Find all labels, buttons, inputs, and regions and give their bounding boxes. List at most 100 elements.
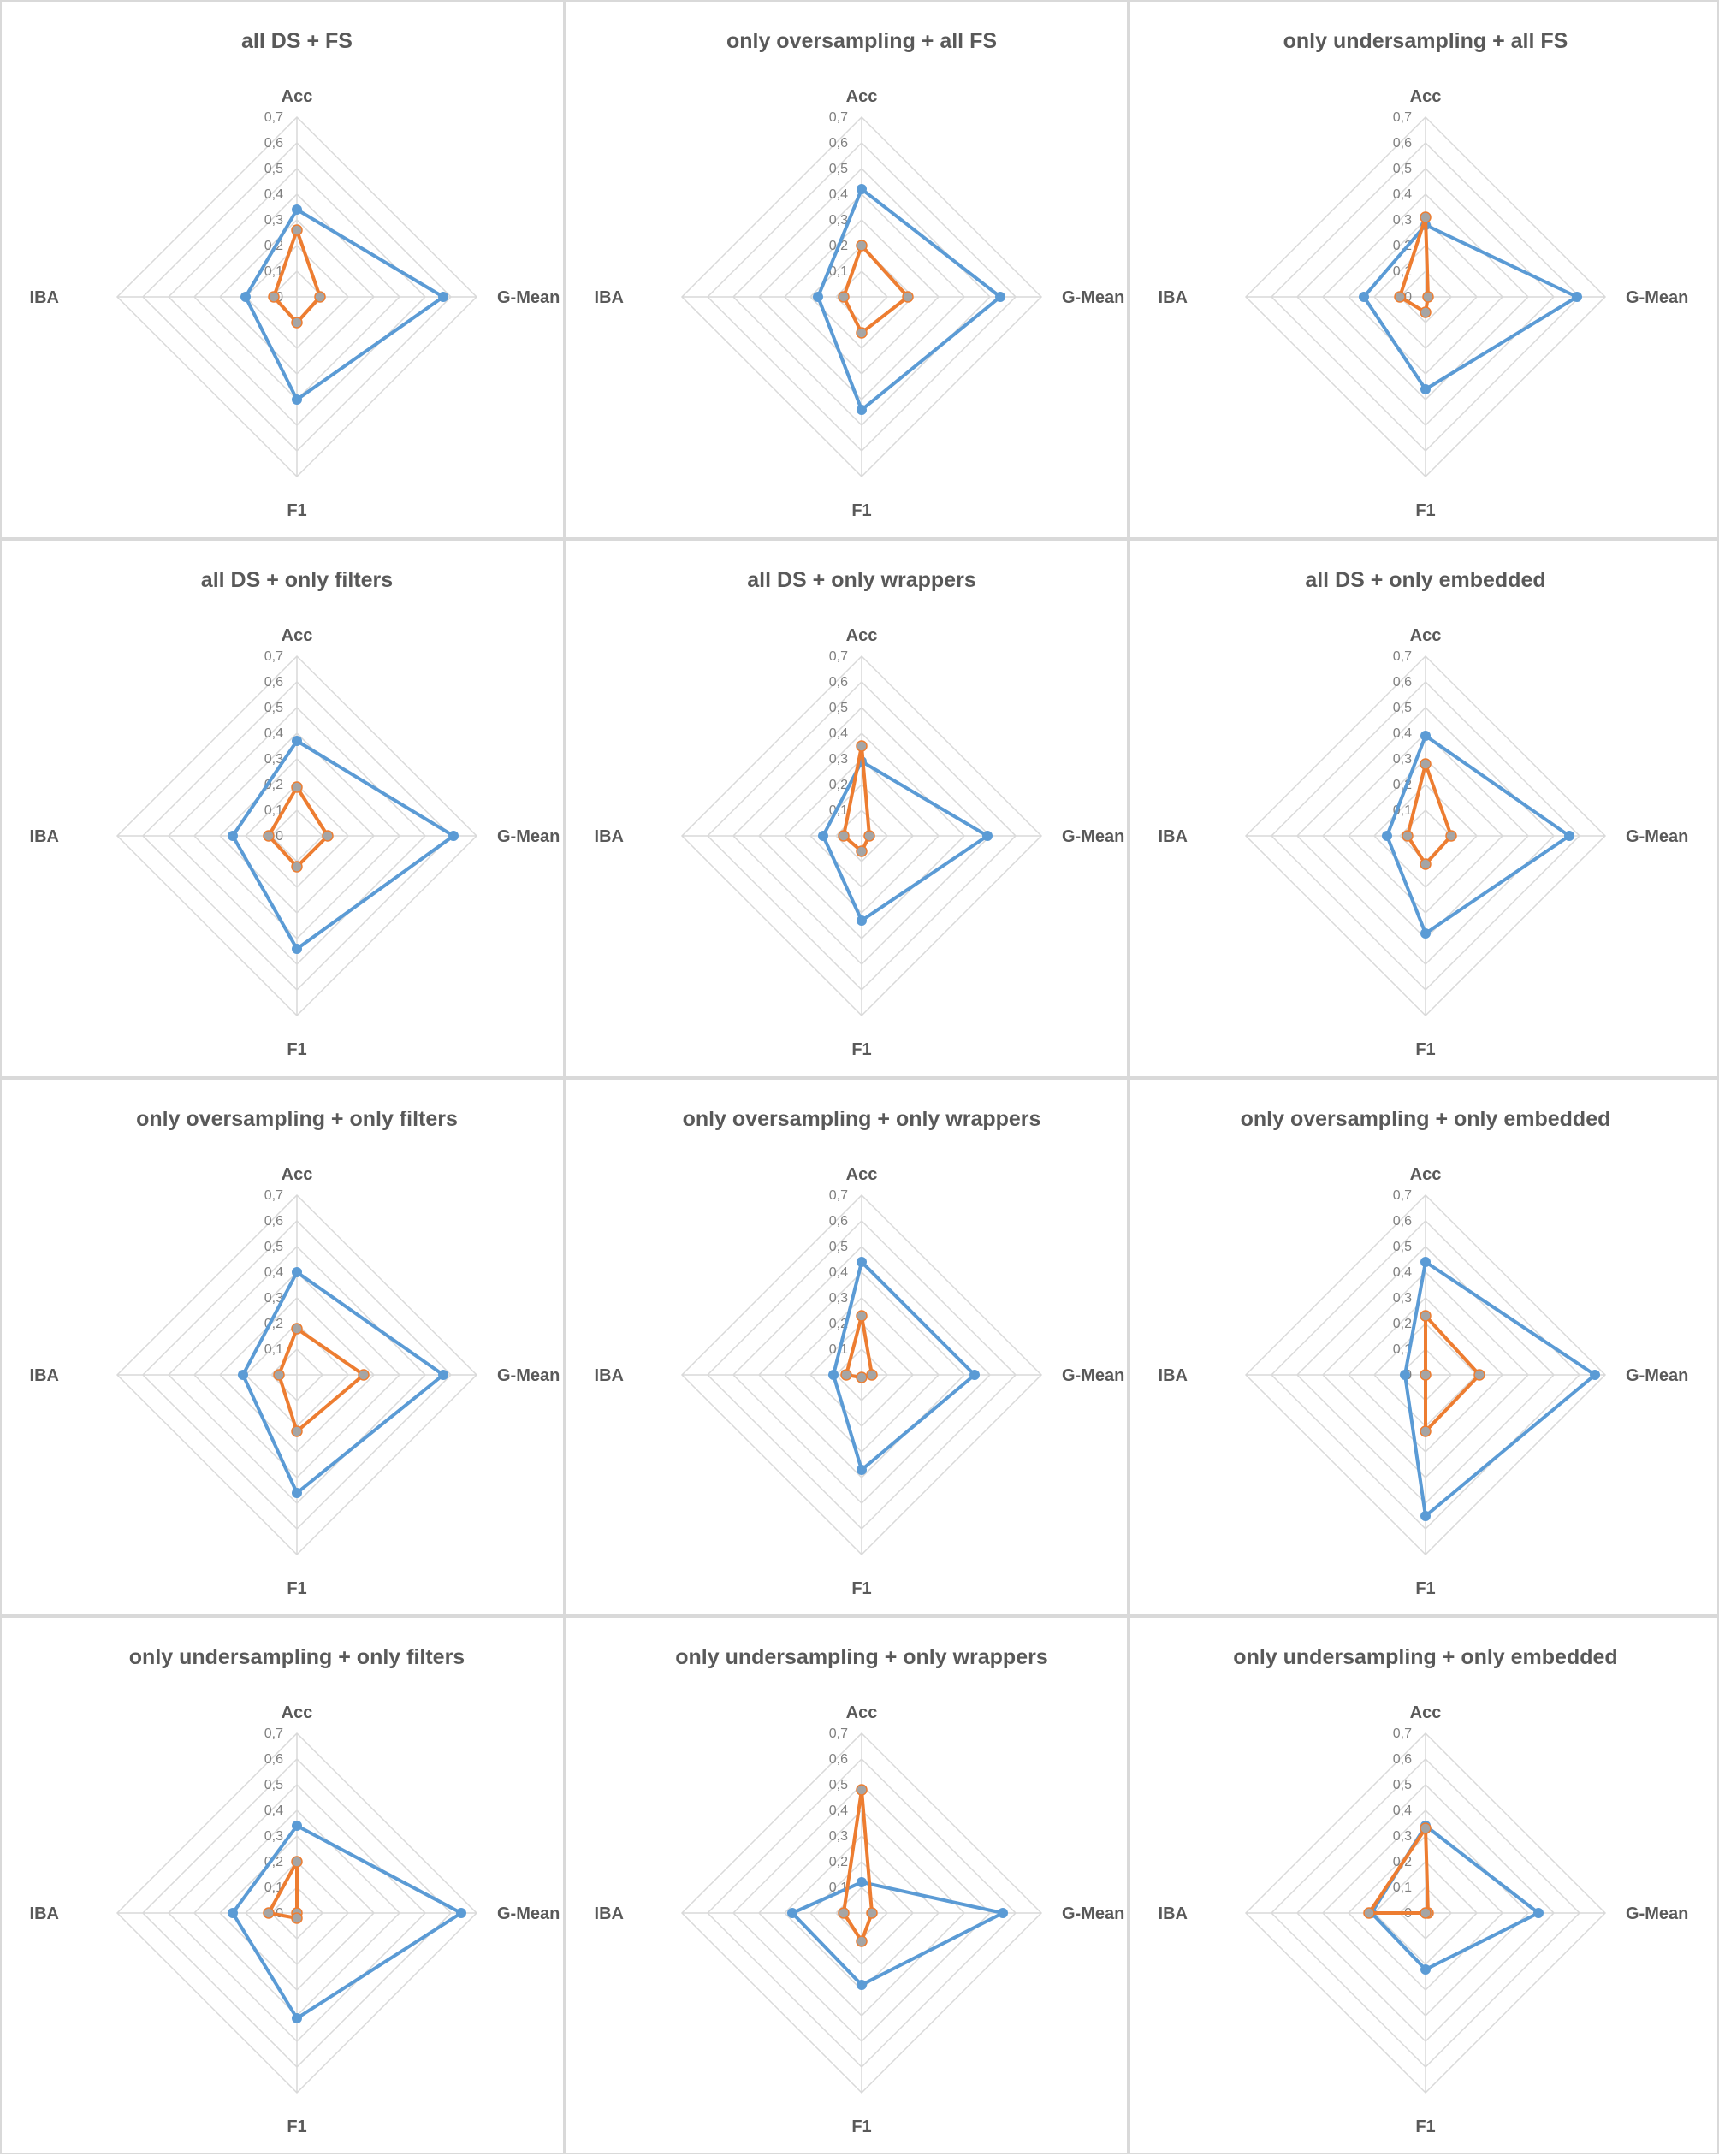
radar-chart-svg: only undersampling + all FS00,10,20,30,4… <box>1159 29 1689 520</box>
chart-title: only oversampling + all FS <box>726 29 997 53</box>
tick-label: 0,4 <box>829 1804 848 1818</box>
tick-label: 0,7 <box>1393 649 1412 664</box>
axis-label-f1: F1 <box>287 1579 306 1598</box>
tick-label: 0,6 <box>264 675 283 690</box>
radar-panel: only undersampling + only wrappers00,10,… <box>565 1616 1129 2154</box>
tick-label: 0,6 <box>1393 1752 1412 1767</box>
axis-label-acc: Acc <box>282 626 313 645</box>
tick-label: 0,6 <box>264 1214 283 1229</box>
radar-chart-svg: only undersampling + only filters00,10,2… <box>30 1645 560 2136</box>
tick-label: 0,2 <box>1393 1317 1412 1331</box>
tick-label: 0,5 <box>264 1778 283 1792</box>
axis-label-g-mean: G-Mean <box>1626 288 1688 307</box>
tick-label: 0,2 <box>829 1855 848 1869</box>
data-point-orange-g-mean <box>1422 291 1434 303</box>
axis-label-iba: IBA <box>1159 288 1188 307</box>
axis-label-iba: IBA <box>595 827 624 846</box>
axis-label-iba: IBA <box>1159 1366 1188 1385</box>
axis-label-acc: Acc <box>846 1703 878 1722</box>
radar-chart-svg: only oversampling + only embedded00,10,2… <box>1159 1107 1689 1598</box>
tick-label: 0,1 <box>264 264 283 279</box>
data-point-orange-f1 <box>291 1912 303 1924</box>
data-point-orange-f1 <box>291 1425 303 1437</box>
data-point-orange-acc <box>291 224 303 236</box>
data-point-blue-iba <box>228 1908 238 1918</box>
data-point-blue-iba <box>240 292 251 302</box>
axis-label-g-mean: G-Mean <box>1626 827 1688 846</box>
data-point-blue-f1 <box>1420 1964 1431 1975</box>
tick-label: 0,6 <box>264 1752 283 1767</box>
tick-label: 0,5 <box>1393 1778 1412 1792</box>
data-point-orange-acc <box>1420 1822 1432 1834</box>
data-point-blue-acc <box>857 1877 867 1887</box>
axis-label-acc: Acc <box>282 87 313 106</box>
axis-label-g-mean: G-Mean <box>1062 827 1124 846</box>
tick-label: 0,4 <box>1393 1265 1412 1280</box>
tick-label: 0,6 <box>829 1752 848 1767</box>
tick-label: 0,2 <box>829 1317 848 1331</box>
data-point-blue-acc <box>292 736 302 746</box>
tick-label: 0,3 <box>829 752 848 767</box>
data-point-blue-g-mean <box>438 292 448 302</box>
radar-chart-svg: all DS + only embedded00,10,20,30,40,50,… <box>1159 568 1689 1059</box>
tick-label: 0,5 <box>264 701 283 715</box>
tick-label: 0,7 <box>1393 110 1412 125</box>
tick-label: 0,1 <box>1393 1881 1412 1895</box>
data-point-orange-f1 <box>856 1935 868 1947</box>
radar-panel: all DS + FS00,10,20,30,40,50,60,7AccG-Me… <box>0 0 565 539</box>
tick-label: 0,4 <box>1393 726 1412 741</box>
axis-label-f1: F1 <box>851 2118 871 2136</box>
axis-label-g-mean: G-Mean <box>1626 1366 1688 1385</box>
data-point-orange-iba <box>268 291 280 303</box>
axis-label-acc: Acc <box>1410 626 1442 645</box>
axis-label-acc: Acc <box>1410 1165 1442 1184</box>
series-line-orange <box>1424 1314 1481 1433</box>
data-point-orange-acc <box>291 781 303 793</box>
tick-label: 0,5 <box>829 701 848 715</box>
data-point-blue-iba <box>818 831 828 841</box>
tick-label: 0,4 <box>264 1804 283 1818</box>
chart-title: only oversampling + only wrappers <box>683 1107 1041 1131</box>
tick-label: 0,5 <box>829 1778 848 1792</box>
data-point-blue-f1 <box>1420 1511 1431 1521</box>
data-point-blue-g-mean <box>456 1908 466 1918</box>
chart-title: only undersampling + only wrappers <box>675 1645 1048 1669</box>
tick-label: 0,2 <box>1393 239 1412 253</box>
data-point-blue-g-mean <box>995 292 1005 302</box>
axis-label-f1: F1 <box>1415 1040 1435 1059</box>
tick-label: 0,3 <box>1393 1829 1412 1844</box>
data-point-orange-iba <box>263 830 275 842</box>
data-point-blue-acc <box>1420 731 1431 741</box>
radar-panel: only oversampling + only embedded00,10,2… <box>1129 1078 1719 1616</box>
data-point-orange-iba <box>838 830 850 842</box>
data-point-blue-iba <box>787 1908 797 1918</box>
axis-label-g-mean: G-Mean <box>1626 1904 1688 1923</box>
data-point-orange-iba <box>838 291 850 303</box>
axis-label-g-mean: G-Mean <box>1062 1366 1124 1385</box>
radar-panel: only oversampling + only filters00,10,20… <box>0 1078 565 1616</box>
axis-label-g-mean: G-Mean <box>497 1904 560 1923</box>
radar-panel: only undersampling + all FS 0 0,1 0,2 0,3 0,4… <box>1129 0 1719 539</box>
axis-label-iba: IBA <box>30 288 59 307</box>
tick-label: 0,3 <box>264 1829 283 1844</box>
data-point-orange-iba <box>1363 1907 1375 1919</box>
data-point-blue-f1 <box>292 944 302 954</box>
tick-label: 0,4 <box>829 1265 848 1280</box>
chart-title: all DS + only wrappers <box>747 568 975 592</box>
axis-label-g-mean: G-Mean <box>497 288 560 307</box>
tick-label: 0,3 <box>264 752 283 767</box>
chart-title: only oversampling + only embedded <box>1241 1107 1611 1131</box>
data-point-orange-acc <box>291 1856 303 1868</box>
tick-label: 0,3 <box>829 1291 848 1306</box>
tick-label: 0,6 <box>829 675 848 690</box>
radar-panel: all DS + only wrappers00,10,20,30,40,50,… <box>565 539 1129 1078</box>
data-point-blue-acc <box>292 1267 302 1277</box>
axis-label-acc: Acc <box>1410 1703 1442 1722</box>
tick-label: 0,1 <box>264 1342 283 1357</box>
data-point-blue-acc <box>292 1821 302 1831</box>
radar-chart-svg: only oversampling + only filters00,10,20… <box>30 1107 560 1598</box>
axis-label-f1: F1 <box>851 1579 871 1598</box>
axis-label-f1: F1 <box>851 1040 871 1059</box>
series-line-orange <box>842 244 910 335</box>
data-point-orange-f1 <box>1420 1425 1432 1437</box>
